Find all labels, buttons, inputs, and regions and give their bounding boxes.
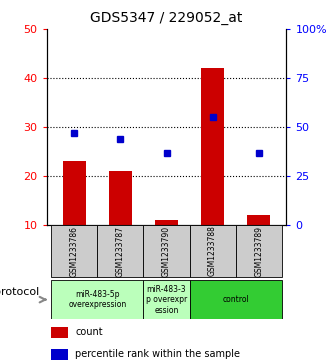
Text: control: control — [222, 295, 249, 304]
Bar — [189, 280, 282, 319]
Bar — [201, 68, 224, 225]
Bar — [236, 225, 282, 277]
Text: miR-483-3
p overexpr
ession: miR-483-3 p overexpr ession — [146, 285, 187, 314]
Text: GDS5347 / 229052_at: GDS5347 / 229052_at — [90, 11, 243, 25]
Text: GSM1233790: GSM1233790 — [162, 225, 171, 277]
Bar — [247, 215, 270, 225]
Bar — [51, 280, 144, 319]
Text: GSM1233787: GSM1233787 — [116, 225, 125, 277]
Text: GSM1233786: GSM1233786 — [70, 225, 79, 277]
Bar — [51, 225, 97, 277]
Bar — [155, 220, 178, 225]
Bar — [51, 327, 68, 338]
Bar — [144, 280, 189, 319]
Text: miR-483-5p
overexpression: miR-483-5p overexpression — [68, 290, 127, 309]
Text: GSM1233789: GSM1233789 — [254, 225, 263, 277]
Text: protocol: protocol — [0, 287, 40, 297]
Text: GSM1233788: GSM1233788 — [208, 225, 217, 277]
Bar — [51, 348, 68, 359]
Bar — [144, 225, 189, 277]
Bar — [97, 225, 144, 277]
Bar — [109, 171, 132, 225]
Text: percentile rank within the sample: percentile rank within the sample — [75, 349, 240, 359]
Bar — [63, 161, 86, 225]
Text: count: count — [75, 327, 103, 337]
Bar — [189, 225, 236, 277]
